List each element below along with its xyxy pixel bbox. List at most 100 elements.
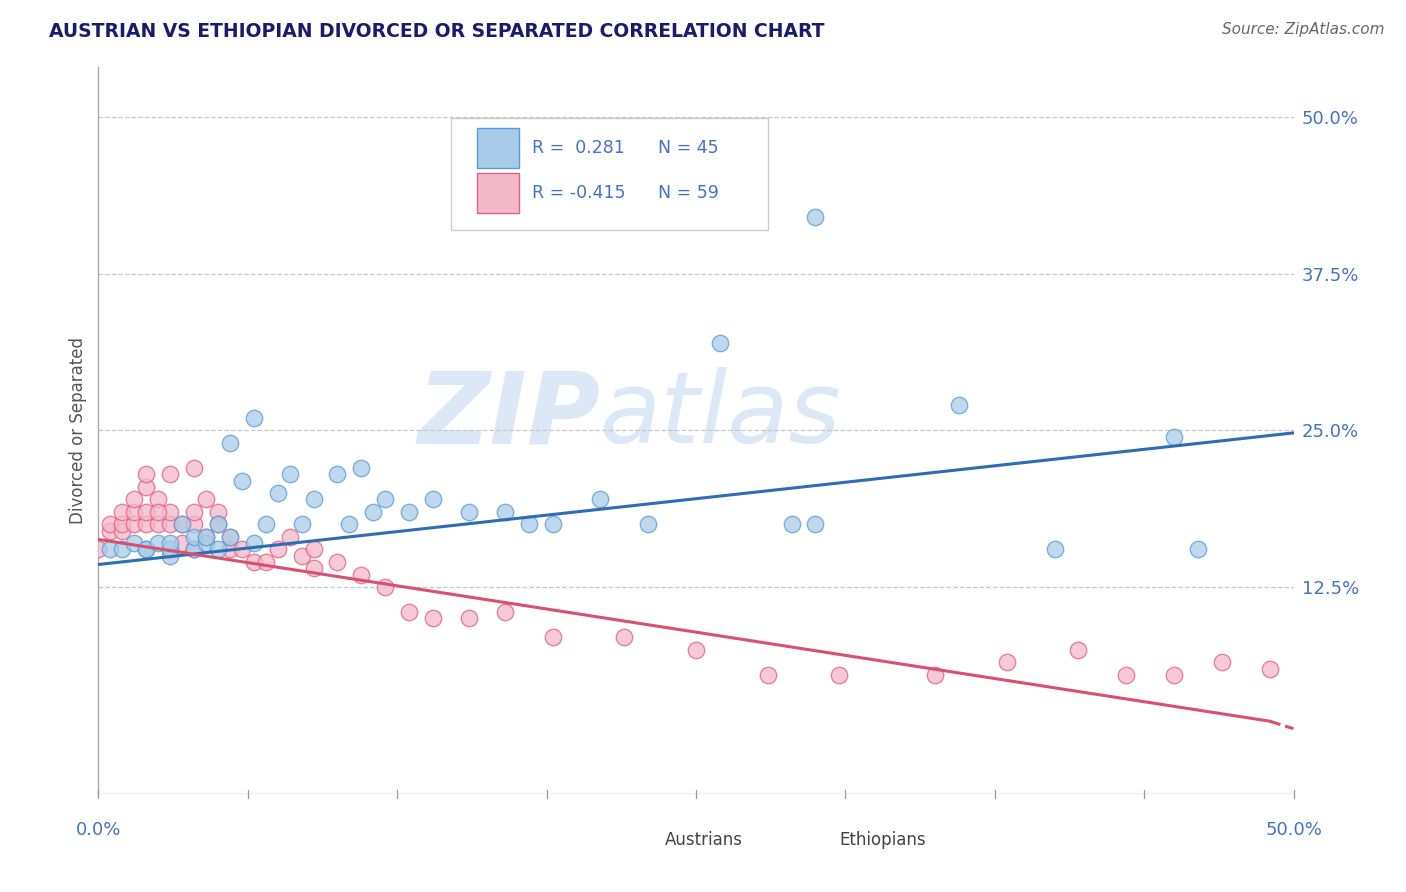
FancyBboxPatch shape xyxy=(789,828,830,857)
Point xyxy=(148,505,170,519)
Point xyxy=(541,517,564,532)
Point xyxy=(374,580,396,594)
Y-axis label: Divorced or Separated: Divorced or Separated xyxy=(69,337,87,524)
Point xyxy=(422,492,444,507)
Point xyxy=(135,542,157,557)
Point xyxy=(458,505,481,519)
Point xyxy=(494,505,516,519)
Point xyxy=(613,630,636,644)
Point xyxy=(219,530,242,544)
Point xyxy=(924,668,946,682)
Point xyxy=(278,467,301,482)
Point xyxy=(291,517,314,532)
Point xyxy=(98,542,122,557)
Point xyxy=(243,536,266,550)
Point xyxy=(267,542,290,557)
Point xyxy=(207,505,229,519)
Point xyxy=(1115,668,1137,682)
Point xyxy=(183,530,205,544)
Point xyxy=(254,555,277,569)
Point xyxy=(243,410,266,425)
Point xyxy=(948,398,970,412)
Point xyxy=(804,211,827,225)
FancyBboxPatch shape xyxy=(614,828,655,857)
Point xyxy=(219,436,242,450)
Point xyxy=(98,517,122,532)
Point xyxy=(1163,668,1185,682)
Point xyxy=(195,530,218,544)
Text: Austrians: Austrians xyxy=(665,831,742,849)
Point xyxy=(828,668,851,682)
Point xyxy=(135,467,157,482)
Point xyxy=(1067,642,1090,657)
Point xyxy=(1211,655,1233,669)
Point xyxy=(159,536,181,550)
Point xyxy=(1043,542,1066,557)
Point xyxy=(159,505,181,519)
Point xyxy=(326,467,349,482)
Point xyxy=(148,492,170,507)
Point xyxy=(159,549,181,563)
Point xyxy=(339,517,361,532)
Point xyxy=(278,530,301,544)
Point xyxy=(87,542,110,557)
Point xyxy=(135,542,157,557)
Point xyxy=(1163,430,1185,444)
Point xyxy=(243,555,266,569)
Point xyxy=(398,505,420,519)
Point xyxy=(363,505,385,519)
Point xyxy=(995,655,1018,669)
FancyBboxPatch shape xyxy=(477,128,519,168)
Text: atlas: atlas xyxy=(600,368,842,465)
Point xyxy=(350,567,373,582)
Point xyxy=(207,517,229,532)
Text: Source: ZipAtlas.com: Source: ZipAtlas.com xyxy=(1222,22,1385,37)
Point xyxy=(148,517,170,532)
Point xyxy=(685,642,707,657)
Point xyxy=(124,536,146,550)
Point xyxy=(302,542,325,557)
Point xyxy=(589,492,612,507)
Point xyxy=(111,505,134,519)
Point xyxy=(1258,661,1281,675)
Point xyxy=(780,517,803,532)
Point xyxy=(302,492,325,507)
Point xyxy=(374,492,396,507)
Text: N = 45: N = 45 xyxy=(658,139,718,157)
Point xyxy=(135,517,157,532)
Point xyxy=(207,542,229,557)
Text: R = -0.415: R = -0.415 xyxy=(533,184,626,202)
Point xyxy=(159,542,181,557)
Point xyxy=(637,517,659,532)
Point xyxy=(135,480,157,494)
Point xyxy=(291,549,314,563)
Point xyxy=(135,505,157,519)
Point xyxy=(231,474,253,488)
Point xyxy=(541,630,564,644)
Point xyxy=(326,555,349,569)
Point xyxy=(111,524,134,538)
Point xyxy=(195,536,218,550)
Point xyxy=(219,530,242,544)
Point xyxy=(1187,542,1209,557)
FancyBboxPatch shape xyxy=(451,118,768,230)
Text: R =  0.281: R = 0.281 xyxy=(533,139,626,157)
Point xyxy=(183,505,205,519)
Point xyxy=(709,335,731,350)
Point xyxy=(183,542,205,557)
Point xyxy=(398,605,420,619)
Point xyxy=(111,517,134,532)
Point xyxy=(183,461,205,475)
Text: 50.0%: 50.0% xyxy=(1265,822,1322,839)
Text: N = 59: N = 59 xyxy=(658,184,718,202)
Point xyxy=(195,530,218,544)
Point xyxy=(172,536,194,550)
Text: ZIP: ZIP xyxy=(418,368,600,465)
Point xyxy=(111,542,134,557)
Point xyxy=(422,611,444,625)
Point xyxy=(98,524,122,538)
Text: AUSTRIAN VS ETHIOPIAN DIVORCED OR SEPARATED CORRELATION CHART: AUSTRIAN VS ETHIOPIAN DIVORCED OR SEPARA… xyxy=(49,22,825,41)
Point xyxy=(195,492,218,507)
Point xyxy=(219,542,242,557)
Point xyxy=(302,561,325,575)
